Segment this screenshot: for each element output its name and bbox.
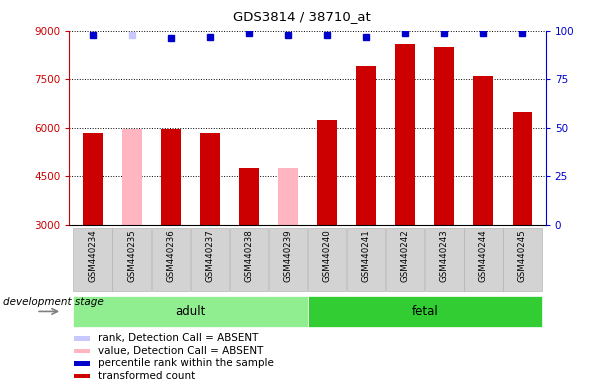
Text: value, Detection Call = ABSENT: value, Detection Call = ABSENT [98, 346, 263, 356]
Text: fetal: fetal [411, 305, 438, 318]
Bar [75, 374, 90, 378]
Bar [200, 132, 219, 225]
Text: GSM440245: GSM440245 [518, 230, 527, 282]
Text: GSM440242: GSM440242 [400, 230, 409, 282]
Text: GSM440236: GSM440236 [166, 230, 175, 282]
Bar [73, 296, 308, 327]
Bar [278, 168, 298, 225]
Text: transformed count: transformed count [98, 371, 195, 381]
Text: GSM440239: GSM440239 [283, 230, 292, 282]
Text: percentile rank within the sample: percentile rank within the sample [98, 358, 273, 368]
Bar [122, 129, 142, 225]
Text: GSM440241: GSM440241 [362, 230, 371, 282]
Bar [308, 296, 542, 327]
Text: GSM440244: GSM440244 [479, 230, 488, 282]
Bar [317, 119, 337, 225]
Bar [386, 228, 425, 291]
Bar [464, 228, 502, 291]
Bar [347, 228, 385, 291]
Text: adult: adult [175, 305, 206, 318]
Bar [473, 76, 493, 225]
Bar [161, 129, 181, 225]
Bar [75, 349, 90, 353]
Text: GSM440240: GSM440240 [323, 230, 332, 282]
Bar [74, 228, 112, 291]
Bar [83, 132, 103, 225]
Bar [75, 336, 90, 341]
Text: GSM440238: GSM440238 [244, 230, 253, 282]
Bar [434, 47, 454, 225]
Bar [239, 168, 259, 225]
Bar [425, 228, 464, 291]
Text: rank, Detection Call = ABSENT: rank, Detection Call = ABSENT [98, 333, 258, 343]
Text: GSM440234: GSM440234 [88, 230, 97, 282]
Text: GDS3814 / 38710_at: GDS3814 / 38710_at [233, 10, 370, 23]
Bar [75, 361, 90, 366]
Text: GSM440237: GSM440237 [206, 230, 215, 282]
Bar [513, 111, 532, 225]
Bar [269, 228, 308, 291]
Text: development stage: development stage [3, 297, 104, 307]
Text: GSM440235: GSM440235 [127, 230, 136, 282]
Bar [356, 66, 376, 225]
Bar [308, 228, 346, 291]
Bar [113, 228, 151, 291]
Bar [396, 44, 415, 225]
Bar [191, 228, 229, 291]
Bar [503, 228, 541, 291]
Bar [151, 228, 190, 291]
Bar [230, 228, 268, 291]
Text: GSM440243: GSM440243 [440, 230, 449, 282]
